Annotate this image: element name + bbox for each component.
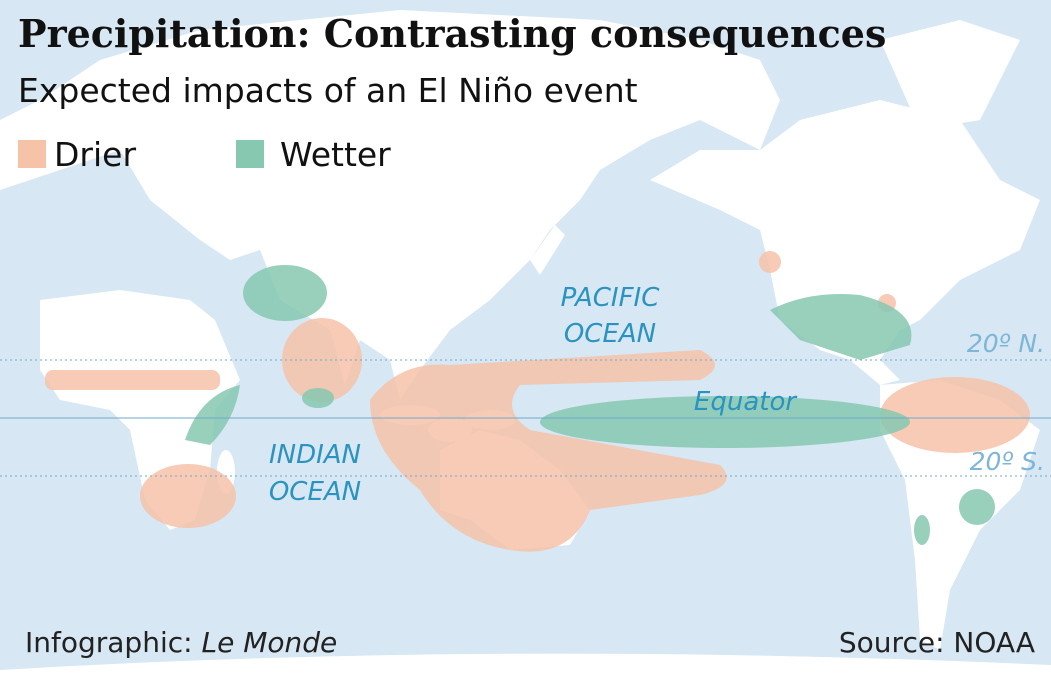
legend-label: Wetter [280, 135, 391, 174]
latitude-label: 20º N. [967, 329, 1045, 358]
wetter-regions [185, 265, 995, 545]
legend-label: Drier [54, 135, 136, 174]
region [370, 350, 727, 552]
region [880, 377, 1030, 453]
source: Source: NOAA [839, 626, 1035, 659]
ocean-label: PACIFIC [561, 283, 661, 313]
region [140, 464, 236, 528]
greenland [880, 20, 1020, 130]
ocean-label: INDIAN [269, 440, 361, 470]
legend-swatch [236, 140, 264, 168]
credit-name: Le Monde [201, 626, 337, 659]
region [759, 251, 781, 273]
title: Precipitation: Contrasting consequences [18, 11, 886, 56]
japan [530, 225, 565, 275]
eurasia [0, 10, 780, 400]
equator-label: Equator [694, 387, 798, 417]
north-america [650, 100, 1040, 385]
ocean-label: OCEAN [269, 477, 361, 507]
region [540, 396, 910, 448]
legend-swatch [18, 140, 46, 168]
credit-prefix: Infographic: [25, 626, 193, 659]
subtitle: Expected impacts of an El Niño event [18, 71, 638, 110]
ocean-label: OCEAN [564, 319, 656, 349]
credit: Infographic: Le Monde [25, 626, 337, 659]
region [45, 370, 220, 390]
antarctica [0, 653, 1051, 679]
region [185, 385, 240, 445]
region [243, 265, 327, 321]
region [302, 388, 334, 408]
latitude-label: 20º S. [970, 447, 1045, 476]
region [959, 489, 995, 525]
region [914, 515, 930, 545]
region [770, 294, 912, 360]
